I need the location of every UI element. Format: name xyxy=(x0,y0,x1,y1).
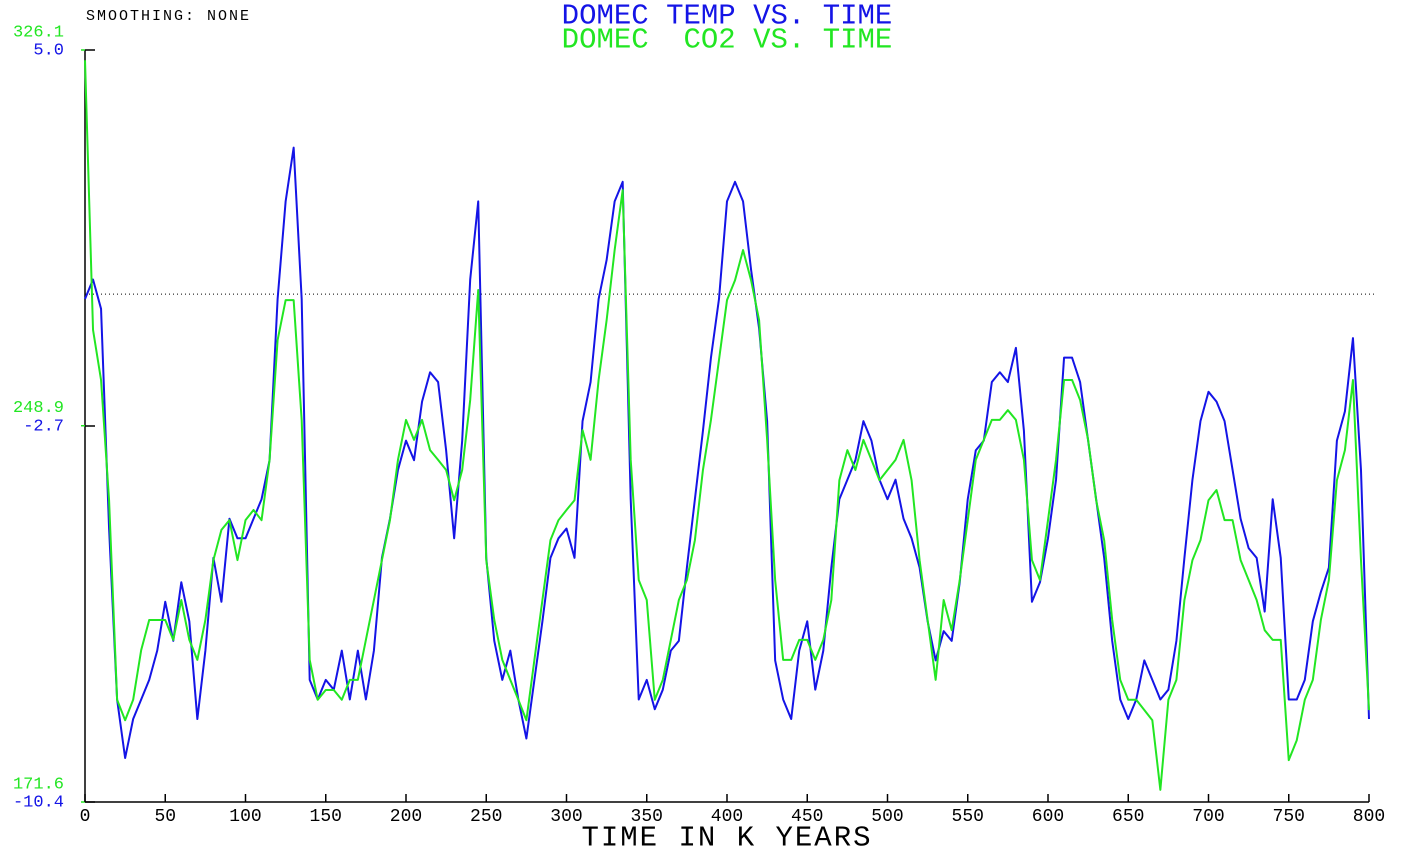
x-tick-label: 350 xyxy=(631,807,663,827)
x-tick-label: 100 xyxy=(229,807,261,827)
y-tick-label: -2.7 xyxy=(23,417,64,436)
x-tick-label: 650 xyxy=(1112,807,1144,827)
x-tick-label: 700 xyxy=(1192,807,1224,827)
x-tick-label: 750 xyxy=(1273,807,1305,827)
x-tick-label: 450 xyxy=(791,807,823,827)
x-tick-label: 300 xyxy=(550,807,582,827)
x-tick-label: 600 xyxy=(1032,807,1064,827)
series-line xyxy=(84,146,1370,760)
y2-tick-label: 171.6 xyxy=(13,775,64,794)
x-tick-label: 50 xyxy=(154,807,176,827)
x-tick-label: 550 xyxy=(952,807,984,827)
x-tick-label: 500 xyxy=(871,807,903,827)
y-tick-label: -10.4 xyxy=(13,793,64,812)
title-co2: DOMEC CO2 VS. TIME xyxy=(562,24,893,57)
x-tick-label: 0 xyxy=(80,807,91,827)
smoothing-note: SMOOTHING: NONE xyxy=(86,8,251,25)
x-tick-label: 400 xyxy=(711,807,743,827)
x-axis-label: TIME IN K YEARS xyxy=(581,822,872,849)
x-tick-label: 150 xyxy=(310,807,342,827)
title-temp: DOMEC TEMP VS. TIME xyxy=(562,0,893,33)
x-tick-label: 200 xyxy=(390,807,422,827)
y2-tick-label: 248.9 xyxy=(13,399,64,418)
series-line xyxy=(84,60,1370,791)
x-tick-label: 250 xyxy=(470,807,502,827)
y2-tick-label: 326.1 xyxy=(13,23,64,42)
x-tick-label: 800 xyxy=(1353,807,1385,827)
y-tick-label: 5.0 xyxy=(33,41,64,60)
